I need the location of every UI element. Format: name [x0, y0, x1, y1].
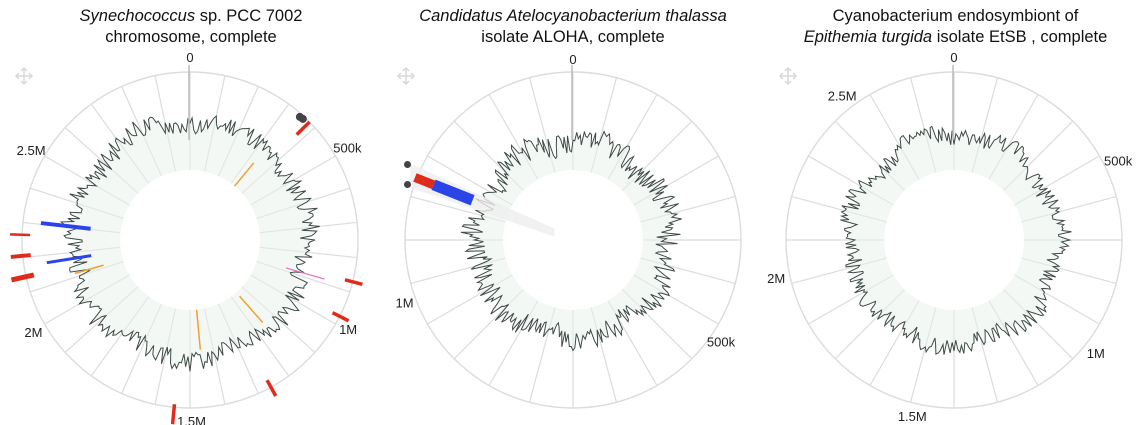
- panel-title: Candidatus Atelocyanobacterium thalassa …: [382, 6, 764, 48]
- tick-label: 500k: [333, 141, 362, 156]
- inner-fill: [503, 170, 643, 310]
- title-italic: Epithemia turgida: [803, 28, 933, 46]
- hit-orange-bar: [74, 264, 104, 275]
- hit-red-bar: [413, 173, 436, 189]
- title-text: Cyanobacterium endosymbiont of: [832, 7, 1079, 25]
- tick-label: 1M: [1087, 346, 1105, 361]
- tick-label: 500k: [1104, 153, 1133, 168]
- tick-label: 2M: [767, 271, 785, 286]
- hit-orange-bar: [195, 309, 202, 350]
- hit-marker-dot: [403, 160, 411, 168]
- hit-red-bar: [10, 272, 35, 283]
- hit-red-bar: [331, 311, 350, 323]
- hit-blue-bar: [46, 254, 92, 265]
- hit-blue-bar: [431, 179, 475, 206]
- hit-red-bar: [170, 404, 177, 425]
- hit-highlight-wedge: [410, 163, 555, 237]
- tick-label: 2.5M: [828, 88, 857, 103]
- title-italic: Candidatus Atelocyanobacterium thalassa: [419, 7, 727, 25]
- hit-red-bar: [295, 120, 311, 136]
- hit-red-bar: [265, 379, 278, 397]
- move-crosshair-icon-path: [396, 66, 416, 86]
- tick-label: 2.5M: [17, 143, 46, 158]
- panel-title: Cyanobacterium endosymbiont of Epithemia…: [764, 6, 1147, 48]
- plot-area: 0 500k 1M: [396, 52, 742, 409]
- title-text: chromosome, complete: [105, 28, 277, 46]
- panel-title: Synechococcus sp. PCC 7002 chromosome, c…: [0, 6, 382, 48]
- inner-fill: [884, 170, 1024, 310]
- tick-label: 1.5M: [177, 414, 206, 425]
- hit-red-bar: [10, 253, 31, 259]
- tick-label: 1M: [339, 322, 357, 337]
- hit-marker-dot: [403, 180, 411, 188]
- move-crosshair-icon[interactable]: [778, 66, 798, 86]
- circular-genome-plot[interactable]: 0 500k 1M 1.5M 2M 2.5M: [0, 0, 382, 425]
- hit-blue-bar: [40, 221, 91, 231]
- panel-atelocyanobacterium: Candidatus Atelocyanobacterium thalassa …: [382, 0, 764, 425]
- tick-label: 1.5M: [898, 409, 927, 424]
- tick-label: 1M: [396, 296, 414, 311]
- title-text: isolate EtSB , complete: [932, 28, 1108, 46]
- move-crosshair-icon[interactable]: [14, 66, 34, 86]
- hit-orange-bar: [234, 162, 255, 187]
- tick-label: 0: [186, 50, 193, 65]
- circular-genome-plot[interactable]: 0 500k 1M 1.5M 2M 2.5M: [764, 0, 1147, 425]
- move-crosshair-icon-path: [14, 66, 34, 86]
- hit-marker-dot: [298, 114, 307, 123]
- tick-label: 0: [569, 52, 576, 67]
- hit-pink-bar: [285, 267, 325, 280]
- tick-label: 0: [950, 50, 957, 65]
- plot-area: 0 500k 1M 1.5M 2M 2.5M: [10, 50, 363, 425]
- panel-synechococcus: Synechococcus sp. PCC 7002 chromosome, c…: [0, 0, 382, 425]
- title-text: isolate ALOHA, complete: [481, 28, 665, 46]
- inner-fill: [120, 170, 260, 310]
- plot-area: 0 500k 1M 1.5M 2M 2.5M: [767, 50, 1133, 424]
- move-crosshair-icon[interactable]: [396, 66, 416, 86]
- move-crosshair-icon-path: [778, 66, 798, 86]
- tick-label: 2M: [24, 325, 42, 340]
- circular-genome-plot[interactable]: 0 500k 1M: [382, 0, 764, 425]
- tick-label: 500k: [707, 334, 736, 349]
- hit-red-bar: [10, 233, 31, 237]
- hit-orange-bar: [239, 295, 264, 324]
- title-italic: Synechococcus: [79, 7, 196, 25]
- hit-red-bar: [344, 278, 363, 286]
- title-text: sp. PCC 7002: [195, 7, 303, 25]
- panel-epithemia: Cyanobacterium endosymbiont of Epithemia…: [764, 0, 1147, 425]
